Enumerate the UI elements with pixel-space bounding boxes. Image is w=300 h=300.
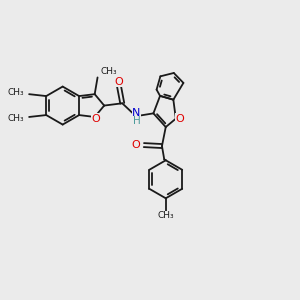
Text: O: O [175,114,184,124]
Text: CH₃: CH₃ [158,212,174,220]
Text: CH₃: CH₃ [100,68,117,76]
Text: CH₃: CH₃ [8,88,25,97]
Text: O: O [115,76,123,87]
Text: CH₃: CH₃ [8,114,25,123]
Text: O: O [91,113,100,124]
Text: N: N [132,108,141,118]
Text: H: H [133,116,140,126]
Text: O: O [131,140,140,150]
